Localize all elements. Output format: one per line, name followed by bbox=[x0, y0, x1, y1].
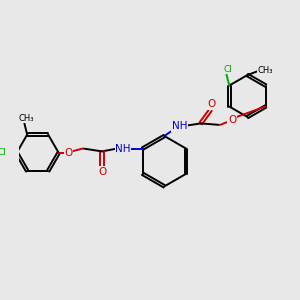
Text: NH: NH bbox=[115, 144, 131, 154]
Text: NH: NH bbox=[172, 121, 188, 131]
Text: CH₃: CH₃ bbox=[257, 65, 272, 74]
Text: Cl: Cl bbox=[224, 65, 232, 74]
Text: CH₃: CH₃ bbox=[18, 114, 34, 123]
Text: Cl: Cl bbox=[0, 148, 7, 157]
Text: O: O bbox=[208, 99, 216, 110]
Text: O: O bbox=[64, 148, 73, 158]
Text: O: O bbox=[98, 167, 106, 177]
Text: O: O bbox=[228, 115, 236, 125]
